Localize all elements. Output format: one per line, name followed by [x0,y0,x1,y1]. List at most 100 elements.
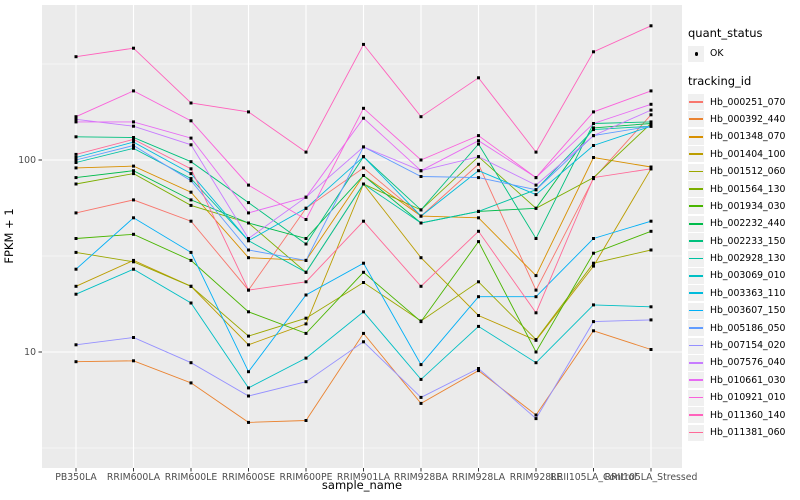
legend-item-label: Hb_002232_440 [710,218,786,230]
legend-item-label: Hb_002928_130 [710,253,786,265]
quant-status-legend: quant_status OK [688,26,800,62]
legend-item-label: Hb_011360_140 [710,409,786,421]
data-point [419,256,423,260]
legend-item: Hb_002232_440 [688,215,800,232]
data-point [247,310,250,314]
data-point [304,237,308,240]
data-point [74,267,78,271]
data-point [649,113,653,117]
series-color-swatch [689,361,703,364]
data-point [362,261,365,265]
data-point [74,152,78,156]
legend-key-box [688,146,704,163]
series-color-swatch [689,153,703,155]
data-point [534,183,538,187]
legend-item: Hb_010661_030 [688,372,800,389]
data-point [649,229,653,233]
data-point [419,401,423,405]
legend-key-box [688,233,704,250]
data-point [592,251,595,255]
legend-key-box [688,285,704,302]
legend-item: Hb_003607_150 [688,302,800,319]
legend-key-box [688,181,704,198]
data-point [304,331,308,335]
data-point [189,284,193,288]
data-point [247,221,250,225]
legend-item-label: Hb_007576_040 [710,357,786,369]
data-point [304,419,308,422]
data-point [304,242,308,246]
data-point [189,179,193,183]
series-color-swatch [689,135,703,138]
data-point [592,176,595,180]
y-tick-label: 10 [24,347,36,358]
legend-key-box [688,128,704,145]
data-point [132,260,135,264]
data-point [189,361,193,365]
data-point [362,310,365,314]
data-point [477,229,480,233]
data-point [534,288,538,292]
legend-key-box [688,337,704,354]
data-point [419,169,423,173]
data-point [189,258,193,262]
legend-title-quant-status: quant_status [688,26,763,40]
data-point [592,134,595,138]
data-point [132,137,135,141]
legend-item: Hb_000392_440 [688,111,800,128]
data-point [189,119,193,123]
data-point [419,221,423,225]
data-point [419,175,423,178]
series-color-swatch [689,396,703,399]
data-point [477,216,480,220]
data-point [362,116,365,120]
data-point [477,295,480,299]
data-point [132,216,135,220]
data-point [132,140,135,144]
data-point [477,134,480,138]
data-point [592,261,595,265]
data-point [534,295,538,299]
data-point [247,386,250,390]
legend-item-label: OK [710,48,724,60]
data-point [304,270,308,274]
data-point [477,139,480,143]
data-point [132,198,135,202]
data-point [74,237,78,240]
data-point [74,117,78,121]
data-point [534,193,538,197]
series-color-swatch [689,379,703,382]
data-point [592,156,595,159]
data-point [477,142,480,146]
data-point [132,164,135,168]
data-point [189,177,193,181]
legend-key-box [688,163,704,180]
data-point [362,281,365,284]
data-point [74,211,78,215]
legend-item: Hb_010921_010 [688,389,800,406]
data-point [477,76,480,80]
data-point [304,258,308,262]
data-point [477,162,480,166]
data-point [189,172,193,176]
legend-key-box [688,302,704,319]
legend-key-box [688,354,704,371]
data-point [247,420,250,424]
data-point [649,305,653,309]
data-point [247,343,250,347]
data-point [189,203,193,207]
data-point [649,219,653,223]
data-point [362,42,365,46]
data-point [534,206,538,210]
series-color-swatch [689,257,703,260]
data-point [304,380,308,384]
legend-item: Hb_011360_140 [688,406,800,424]
data-point [419,284,423,288]
data-point [477,176,480,180]
series-color-swatch [689,274,703,277]
data-point [649,102,653,106]
data-point [247,334,250,338]
data-point [477,155,480,159]
